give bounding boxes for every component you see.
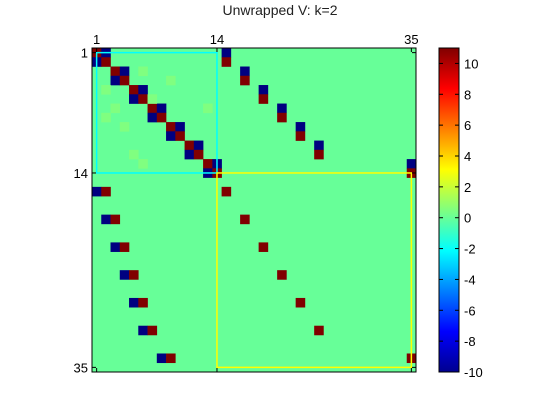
colorbar-tick-label: -6 bbox=[464, 303, 476, 318]
colorbar: 10 8 6 4 2 0 -2 -4 -6 -8 -10 bbox=[438, 47, 483, 380]
heatmap-cell bbox=[175, 131, 185, 141]
heatmap-cell bbox=[295, 122, 306, 132]
heatmap-cell bbox=[119, 270, 130, 280]
heatmap-cell bbox=[110, 75, 121, 86]
heatmap-cell bbox=[166, 75, 176, 86]
colorbar-tick-label: -10 bbox=[464, 365, 483, 380]
y-tick-label: 14 bbox=[74, 166, 88, 181]
matrix-tick-labels: 1 14 35 1 14 35 bbox=[74, 32, 419, 375]
y-tick-label: 1 bbox=[81, 46, 88, 61]
colorbar-tick-label: 10 bbox=[464, 56, 478, 71]
heatmap-cell bbox=[138, 325, 148, 336]
heatmap-cell bbox=[156, 353, 167, 364]
block-outline-1 bbox=[95, 51, 218, 174]
colorbar-tick-label: 2 bbox=[464, 180, 471, 195]
heatmap-cell bbox=[175, 122, 185, 132]
heatmap-cell bbox=[138, 66, 148, 77]
heatmap-cell bbox=[240, 66, 250, 77]
heatmap-cell bbox=[240, 75, 250, 86]
heatmap-cell bbox=[258, 85, 269, 95]
heatmap-cell bbox=[129, 270, 139, 280]
heatmap-cell bbox=[314, 140, 324, 151]
heatmap-matrix bbox=[91, 47, 417, 373]
heatmap-cell bbox=[110, 103, 121, 114]
heatmap-cell bbox=[138, 85, 148, 95]
heatmap-cell bbox=[221, 57, 232, 67]
heatmap-cell bbox=[110, 242, 121, 252]
heatmap-cell bbox=[240, 214, 250, 225]
heatmap-cell bbox=[221, 186, 232, 197]
x-tick-label: 1 bbox=[93, 32, 100, 47]
heatmap-cell bbox=[203, 103, 213, 114]
y-tick-label: 35 bbox=[74, 360, 88, 375]
heatmap-cell bbox=[314, 149, 324, 160]
colorbar-tick-label: -8 bbox=[464, 334, 476, 349]
heatmap-cell bbox=[193, 140, 204, 151]
heatmap-cell bbox=[147, 94, 158, 104]
heatmap-cell bbox=[138, 297, 148, 308]
heatmap-cell bbox=[101, 85, 111, 95]
heatmap-cell bbox=[166, 131, 176, 141]
heatmap-cell bbox=[129, 94, 139, 104]
heatmap-cell bbox=[203, 159, 213, 169]
heatmap-cell bbox=[129, 85, 139, 95]
heatmap-cell bbox=[92, 186, 102, 197]
colorbar-tick-label: 6 bbox=[464, 118, 471, 133]
colorbar-tick-label: -4 bbox=[464, 272, 476, 287]
heatmap-cell bbox=[277, 103, 287, 114]
heatmap-cell bbox=[129, 149, 139, 160]
heatmap-cell bbox=[166, 353, 176, 364]
heatmap-cell bbox=[119, 75, 130, 86]
block-outline-2 bbox=[216, 172, 413, 369]
heatmap-cell bbox=[406, 159, 417, 169]
heatmap-cell bbox=[184, 149, 195, 160]
colorbar-tick-label: 8 bbox=[464, 87, 471, 102]
heatmap-cell bbox=[156, 103, 167, 114]
block-outlines bbox=[95, 51, 413, 369]
heatmap-cell bbox=[101, 112, 111, 123]
x-tick-label: 35 bbox=[404, 32, 418, 47]
heatmap-cell bbox=[101, 186, 111, 197]
heatmap-cell bbox=[147, 112, 158, 123]
heatmap-cell bbox=[156, 112, 167, 123]
heatmap-cell bbox=[166, 122, 176, 132]
heatmap-cell bbox=[119, 66, 130, 77]
heatmap-cell bbox=[314, 325, 324, 336]
colorbar-tick-label: -2 bbox=[464, 242, 476, 257]
matrix-frame bbox=[91, 47, 417, 373]
heatmap-cell bbox=[138, 94, 148, 104]
heatmap-cell bbox=[119, 122, 130, 132]
heatmap-cell bbox=[258, 242, 269, 252]
heatmap-cell bbox=[295, 131, 306, 141]
heatmap-cell bbox=[277, 270, 287, 280]
colorbar-tick-label: 0 bbox=[464, 211, 471, 226]
heatmap-cell bbox=[138, 159, 148, 169]
heatmap-cell bbox=[147, 103, 158, 114]
heatmap-cell bbox=[147, 325, 158, 336]
heatmap-cell bbox=[258, 94, 269, 104]
heatmap-cell bbox=[295, 297, 306, 308]
heatmap-cell bbox=[221, 48, 232, 58]
colorbar-gradient bbox=[438, 47, 460, 373]
heatmap-cell bbox=[110, 214, 121, 225]
heatmap-cell bbox=[129, 297, 139, 308]
heatmap-cell bbox=[193, 149, 204, 160]
heatmap-cell bbox=[184, 140, 195, 151]
heatmap-cell bbox=[277, 112, 287, 123]
heatmap-cell bbox=[101, 57, 111, 67]
heatmap-cell bbox=[110, 66, 121, 77]
colorbar-tick-label: 4 bbox=[464, 149, 471, 164]
heatmap-cell bbox=[101, 214, 111, 225]
heatmap-cell bbox=[119, 242, 130, 252]
chart-title: Unwrapped V: k=2 bbox=[222, 2, 338, 18]
x-tick-label: 14 bbox=[210, 32, 224, 47]
